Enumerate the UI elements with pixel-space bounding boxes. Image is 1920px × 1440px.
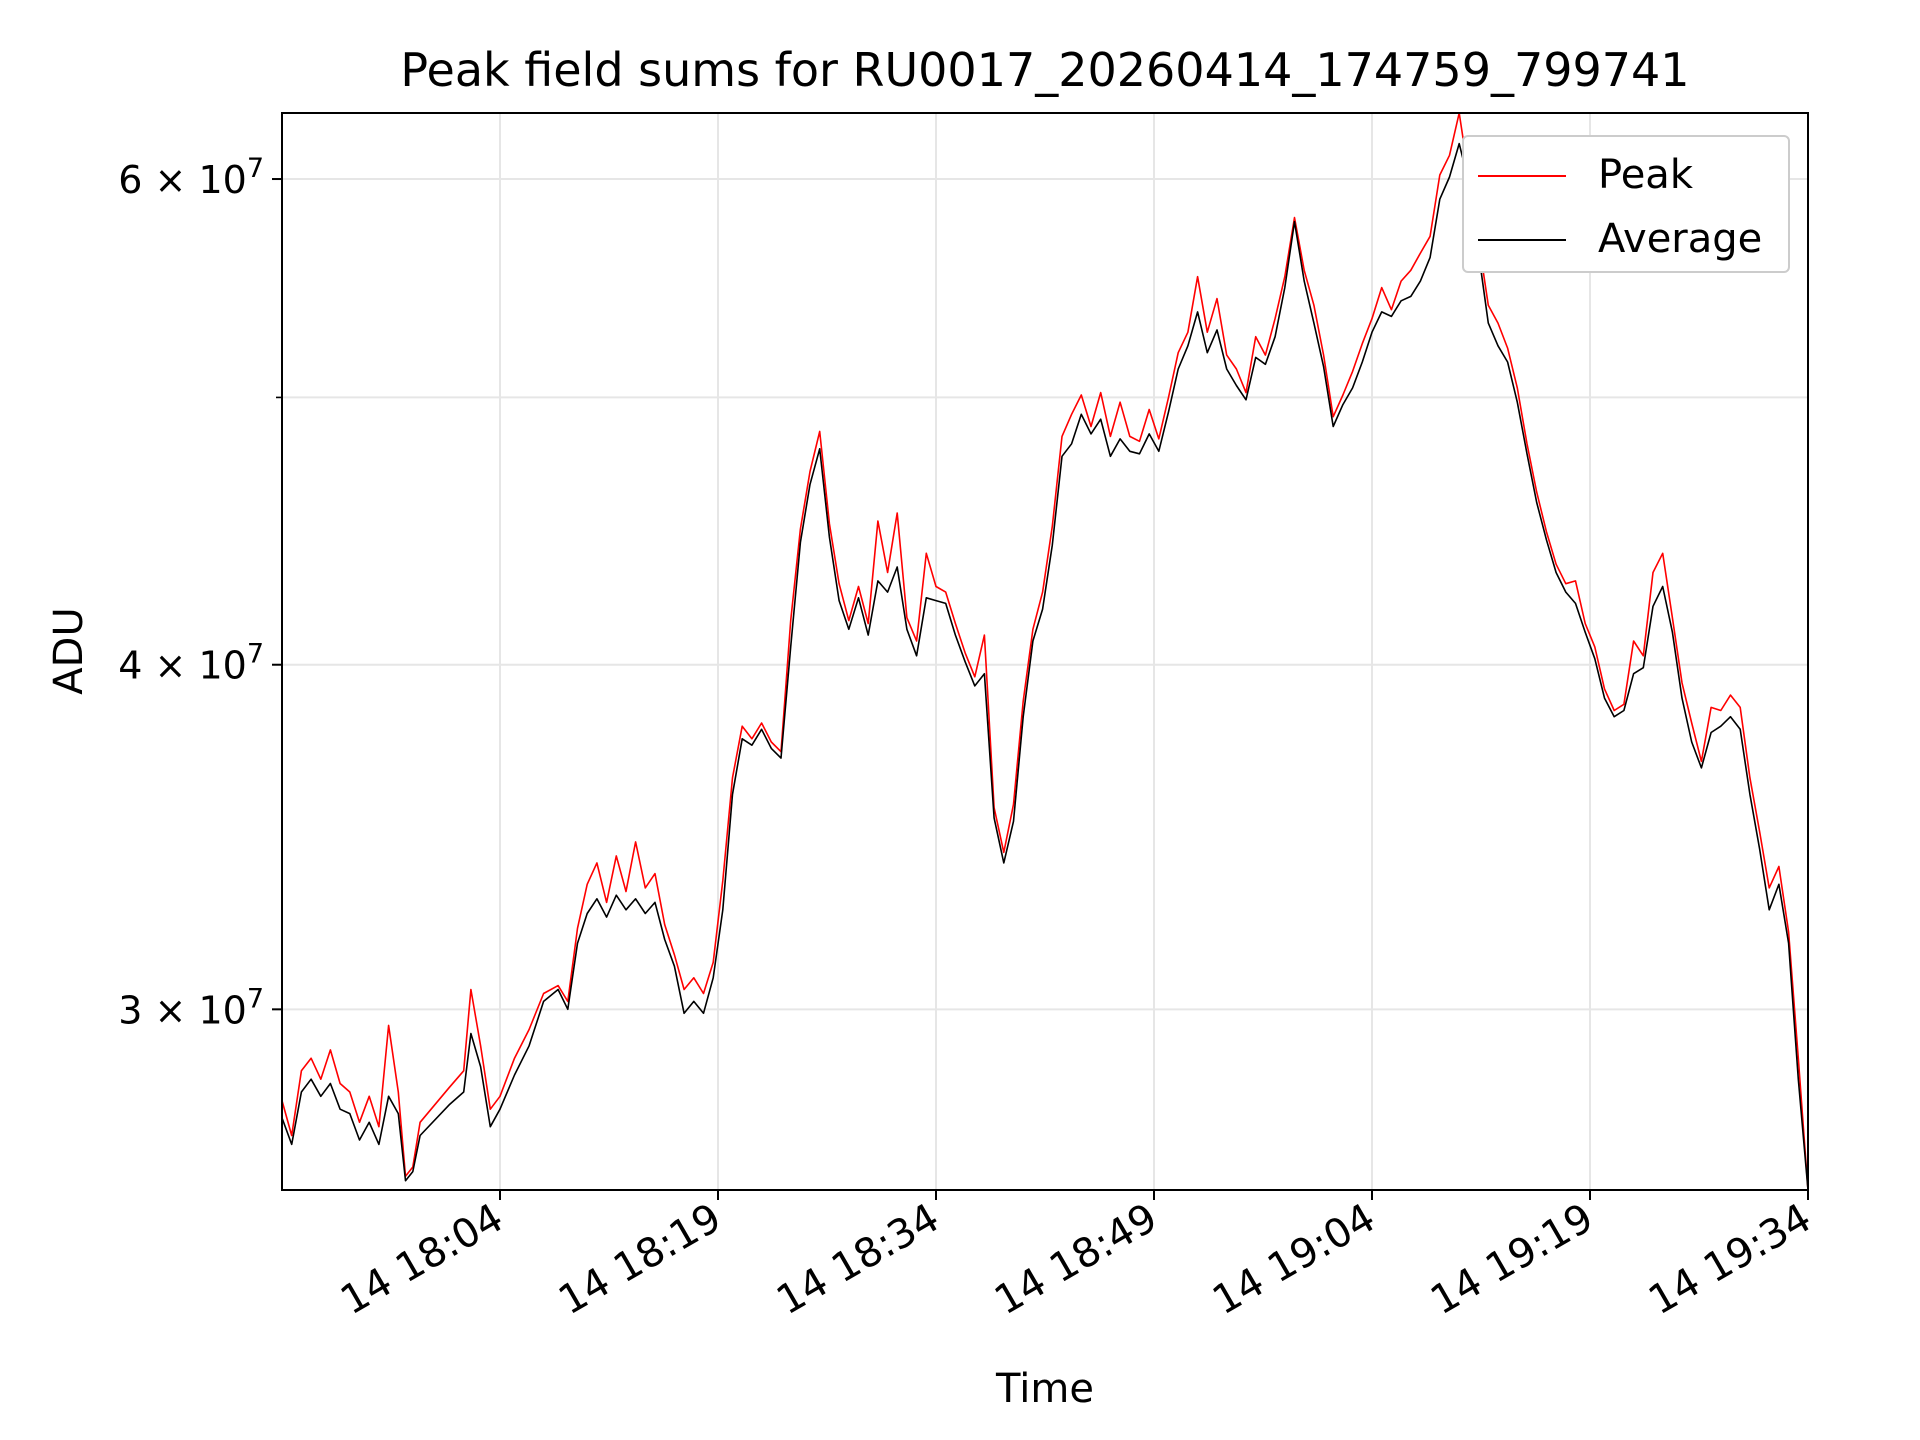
series-line-average (281, 142, 1809, 1191)
chart-title: Peak field sums for RU0017_20260414_1747… (400, 43, 1689, 97)
y-tick-label: 6 × 107 (118, 153, 264, 202)
x-axis-label: Time (995, 1366, 1094, 1412)
plot-lines (281, 112, 1809, 1191)
plot-frame (281, 112, 1809, 1191)
legend: Peak Average (1462, 135, 1790, 273)
y-tick-label: 4 × 107 (118, 639, 264, 688)
y-tick-label: 3 × 107 (118, 983, 264, 1032)
legend-item-peak: Peak (1464, 141, 1788, 205)
legend-line-average (1478, 239, 1566, 241)
legend-label-average: Average (1598, 216, 1763, 262)
legend-line-peak (1478, 175, 1566, 177)
legend-label-peak: Peak (1598, 152, 1693, 198)
y-axis-label: ADU (46, 607, 92, 694)
legend-item-average: Average (1464, 205, 1788, 269)
series-line-peak (281, 112, 1809, 1191)
